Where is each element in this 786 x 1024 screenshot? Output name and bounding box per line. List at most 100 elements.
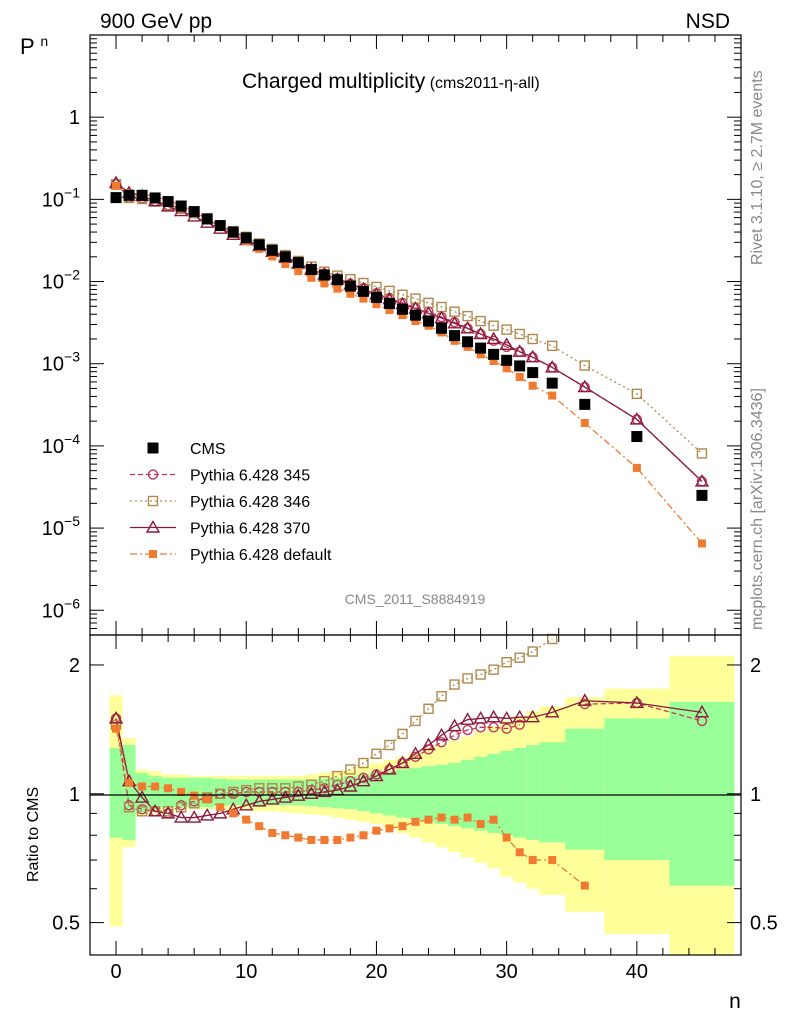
legend-label: Pythia 6.428 346	[190, 494, 310, 511]
main-point	[162, 196, 174, 208]
ratio-point	[488, 722, 499, 733]
ratio-point	[515, 848, 524, 857]
ratio-point	[577, 693, 592, 706]
band-green	[487, 753, 501, 833]
ratio-y-tick-label-right: 0.5	[750, 913, 778, 935]
band-green	[382, 771, 396, 816]
y-tick-label: 10−6	[42, 595, 80, 622]
band-green	[369, 772, 383, 814]
main-point	[175, 200, 187, 212]
main-point	[489, 356, 498, 365]
main-point	[398, 311, 407, 320]
ratio-point	[332, 770, 343, 782]
main-point	[385, 306, 394, 315]
y-label-main: P	[20, 34, 34, 59]
ratio-point	[307, 835, 316, 844]
ratio-point	[278, 790, 293, 803]
band-green	[435, 764, 449, 824]
ratio-series-line	[115, 700, 703, 819]
legend-label: Pythia 6.428 default	[190, 547, 332, 564]
ratio-point	[304, 786, 319, 799]
ratio-point	[199, 808, 215, 821]
ratio-point	[408, 746, 423, 760]
main-point	[694, 473, 710, 487]
y-tick-label: 1	[69, 107, 80, 129]
main-point	[384, 285, 395, 297]
ratio-point	[397, 728, 408, 740]
main-point	[579, 398, 591, 410]
ratio-point	[488, 664, 499, 675]
ratio-point	[489, 815, 498, 824]
ratio-point	[450, 815, 459, 824]
ratio-point	[345, 764, 356, 775]
main-point	[357, 285, 369, 297]
main-point	[346, 289, 355, 298]
ratio-point	[320, 835, 329, 844]
main-point	[383, 298, 395, 310]
main-point	[514, 360, 526, 372]
ratio-point	[528, 856, 537, 865]
x-tick-label: 0	[110, 961, 121, 983]
main-point	[305, 264, 317, 276]
main-point	[396, 303, 408, 315]
ratio-point	[398, 822, 407, 831]
ratio-point	[460, 712, 475, 725]
x-tick-label: 10	[235, 961, 257, 983]
ratio-point	[525, 709, 540, 723]
ratio-point	[385, 824, 394, 833]
main-point	[629, 412, 645, 425]
band-green	[213, 778, 227, 807]
ratio-point	[229, 809, 238, 818]
ratio-point	[346, 833, 355, 842]
ratio-point	[629, 695, 645, 709]
ratio-point	[579, 698, 590, 710]
band-green	[526, 745, 540, 840]
main-point	[697, 539, 706, 548]
band-green	[408, 767, 423, 820]
main-point	[320, 279, 329, 288]
main-point	[580, 418, 589, 427]
main-point	[547, 340, 558, 352]
main-point	[201, 213, 213, 225]
main-point	[136, 189, 148, 201]
x-axis-label: n	[729, 990, 741, 1013]
y-tick-label: 10−2	[42, 267, 80, 294]
legend-marker	[147, 469, 159, 480]
band-green	[356, 774, 370, 812]
main-point	[501, 354, 513, 366]
y-label-sub: n	[40, 33, 48, 49]
ratio-point	[214, 788, 226, 799]
ratio-point	[112, 724, 121, 733]
main-point	[423, 315, 435, 327]
main-point	[528, 381, 537, 390]
analysis-label: CMS_2011_S8884919	[345, 591, 486, 607]
main-point	[473, 326, 488, 340]
ratio-point	[548, 856, 557, 865]
ratio-point	[268, 828, 277, 837]
ratio-point	[514, 719, 525, 730]
y-tick-label: 10−4	[42, 431, 80, 458]
ratio-point	[437, 813, 446, 822]
ratio-point	[294, 833, 303, 842]
ratio-point	[512, 709, 527, 723]
main-point	[488, 320, 499, 331]
ratio-point	[177, 787, 186, 796]
ratio-point	[514, 652, 525, 663]
main-point	[112, 181, 121, 190]
y-tick-label: 10−3	[42, 349, 80, 376]
ratio-point	[317, 784, 332, 798]
data-markers	[108, 175, 710, 890]
main-point	[240, 232, 252, 244]
ratio-point	[281, 831, 290, 840]
main-point	[577, 379, 592, 393]
ratio-point	[421, 737, 436, 751]
main-point	[486, 331, 501, 345]
main-point	[499, 337, 514, 350]
ratio-point	[369, 768, 384, 782]
ratio-point	[501, 723, 512, 734]
ratio-point	[343, 779, 358, 792]
main-y-axis-label: P n	[20, 33, 48, 59]
main-point	[410, 309, 421, 321]
main-point	[501, 324, 512, 335]
ratio-point	[151, 782, 160, 791]
